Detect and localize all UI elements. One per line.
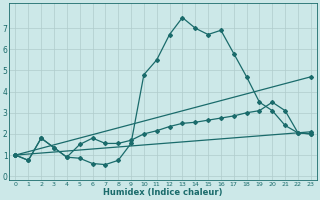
X-axis label: Humidex (Indice chaleur): Humidex (Indice chaleur) <box>103 188 223 197</box>
